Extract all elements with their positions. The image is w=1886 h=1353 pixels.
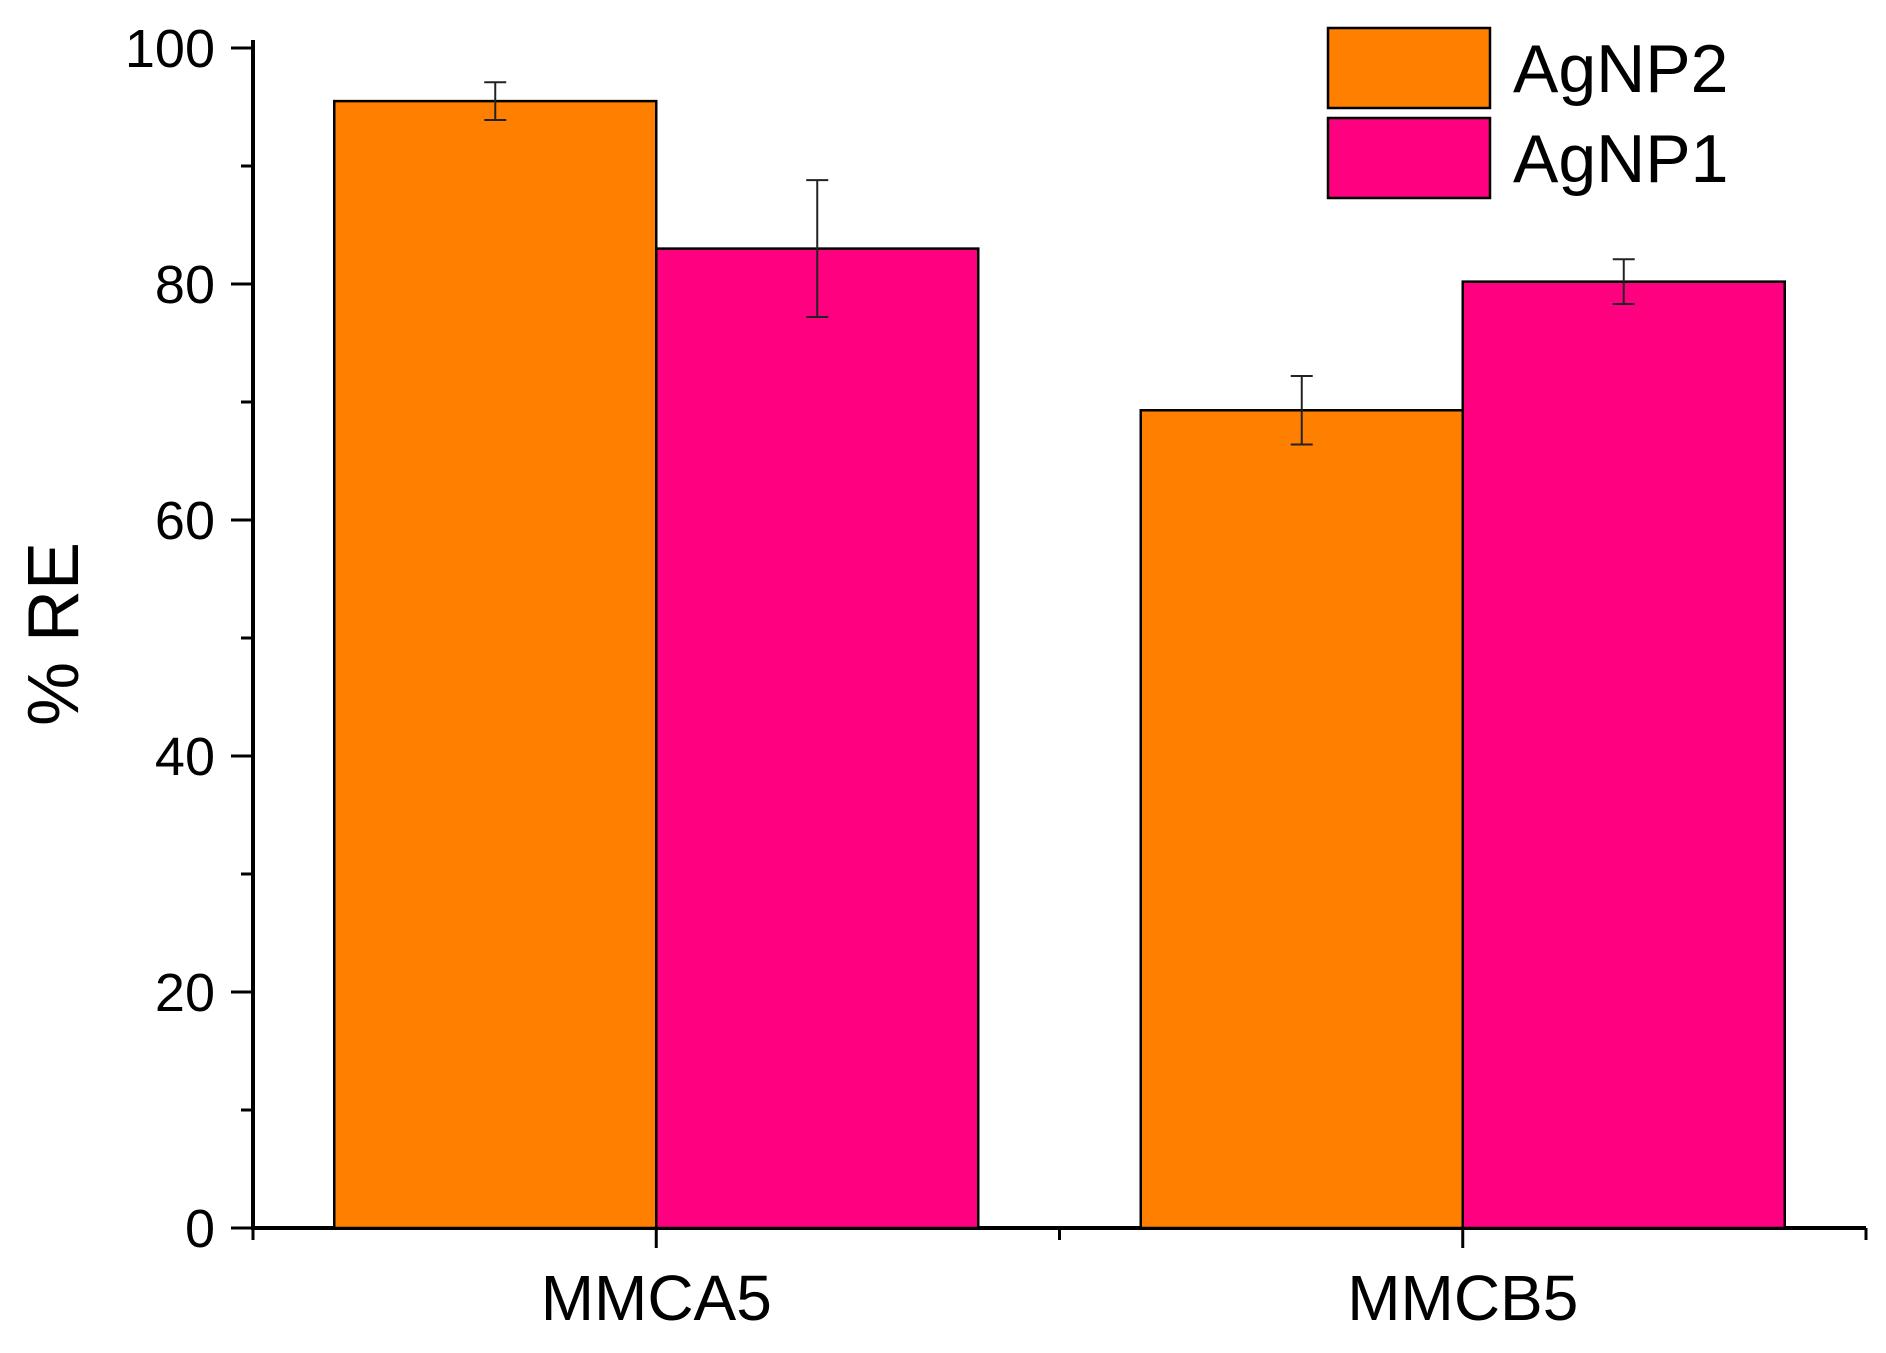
error-bar-agnp1-mmcb5 xyxy=(1612,258,1635,306)
bar-agnp2-mmcb5 xyxy=(1139,409,1464,1230)
y-ticks: 0 20 40 60 80 100 xyxy=(125,19,253,1259)
bar-agnp1-mmcb5 xyxy=(1461,280,1786,1230)
y-tick-label-60: 60 xyxy=(155,491,215,551)
error-bar-agnp2-mmcb5 xyxy=(1290,375,1313,446)
error-bar-agnp2-mmca5 xyxy=(484,81,507,121)
bar-agnp2-mmca5 xyxy=(333,99,658,1230)
bars xyxy=(333,99,1786,1230)
y-tick-label-20: 20 xyxy=(155,963,215,1023)
y-tick-label-80: 80 xyxy=(155,255,215,315)
y-tick-label-100: 100 xyxy=(125,19,215,79)
y-axis-title: % RE xyxy=(14,542,94,726)
x-ticks: MMCA5 MMCB5 xyxy=(251,1228,1868,1334)
legend: AgNP2 AgNP1 xyxy=(1326,26,1728,200)
x-tick-label-mmca5: MMCA5 xyxy=(541,1262,772,1334)
y-tick-label-0: 0 xyxy=(185,1199,215,1259)
error-bars xyxy=(484,81,1635,446)
y-tick-label-40: 40 xyxy=(155,727,215,787)
legend-label-agnp2: AgNP2 xyxy=(1513,31,1728,107)
x-tick-label-mmcb5: MMCB5 xyxy=(1347,1262,1578,1334)
legend-swatch-agnp1 xyxy=(1326,116,1492,200)
legend-swatch-agnp2 xyxy=(1326,26,1492,110)
error-bar-agnp1-mmca5 xyxy=(806,179,829,319)
bar-agnp1-mmca5 xyxy=(655,247,980,1230)
legend-label-agnp1: AgNP1 xyxy=(1513,121,1728,197)
